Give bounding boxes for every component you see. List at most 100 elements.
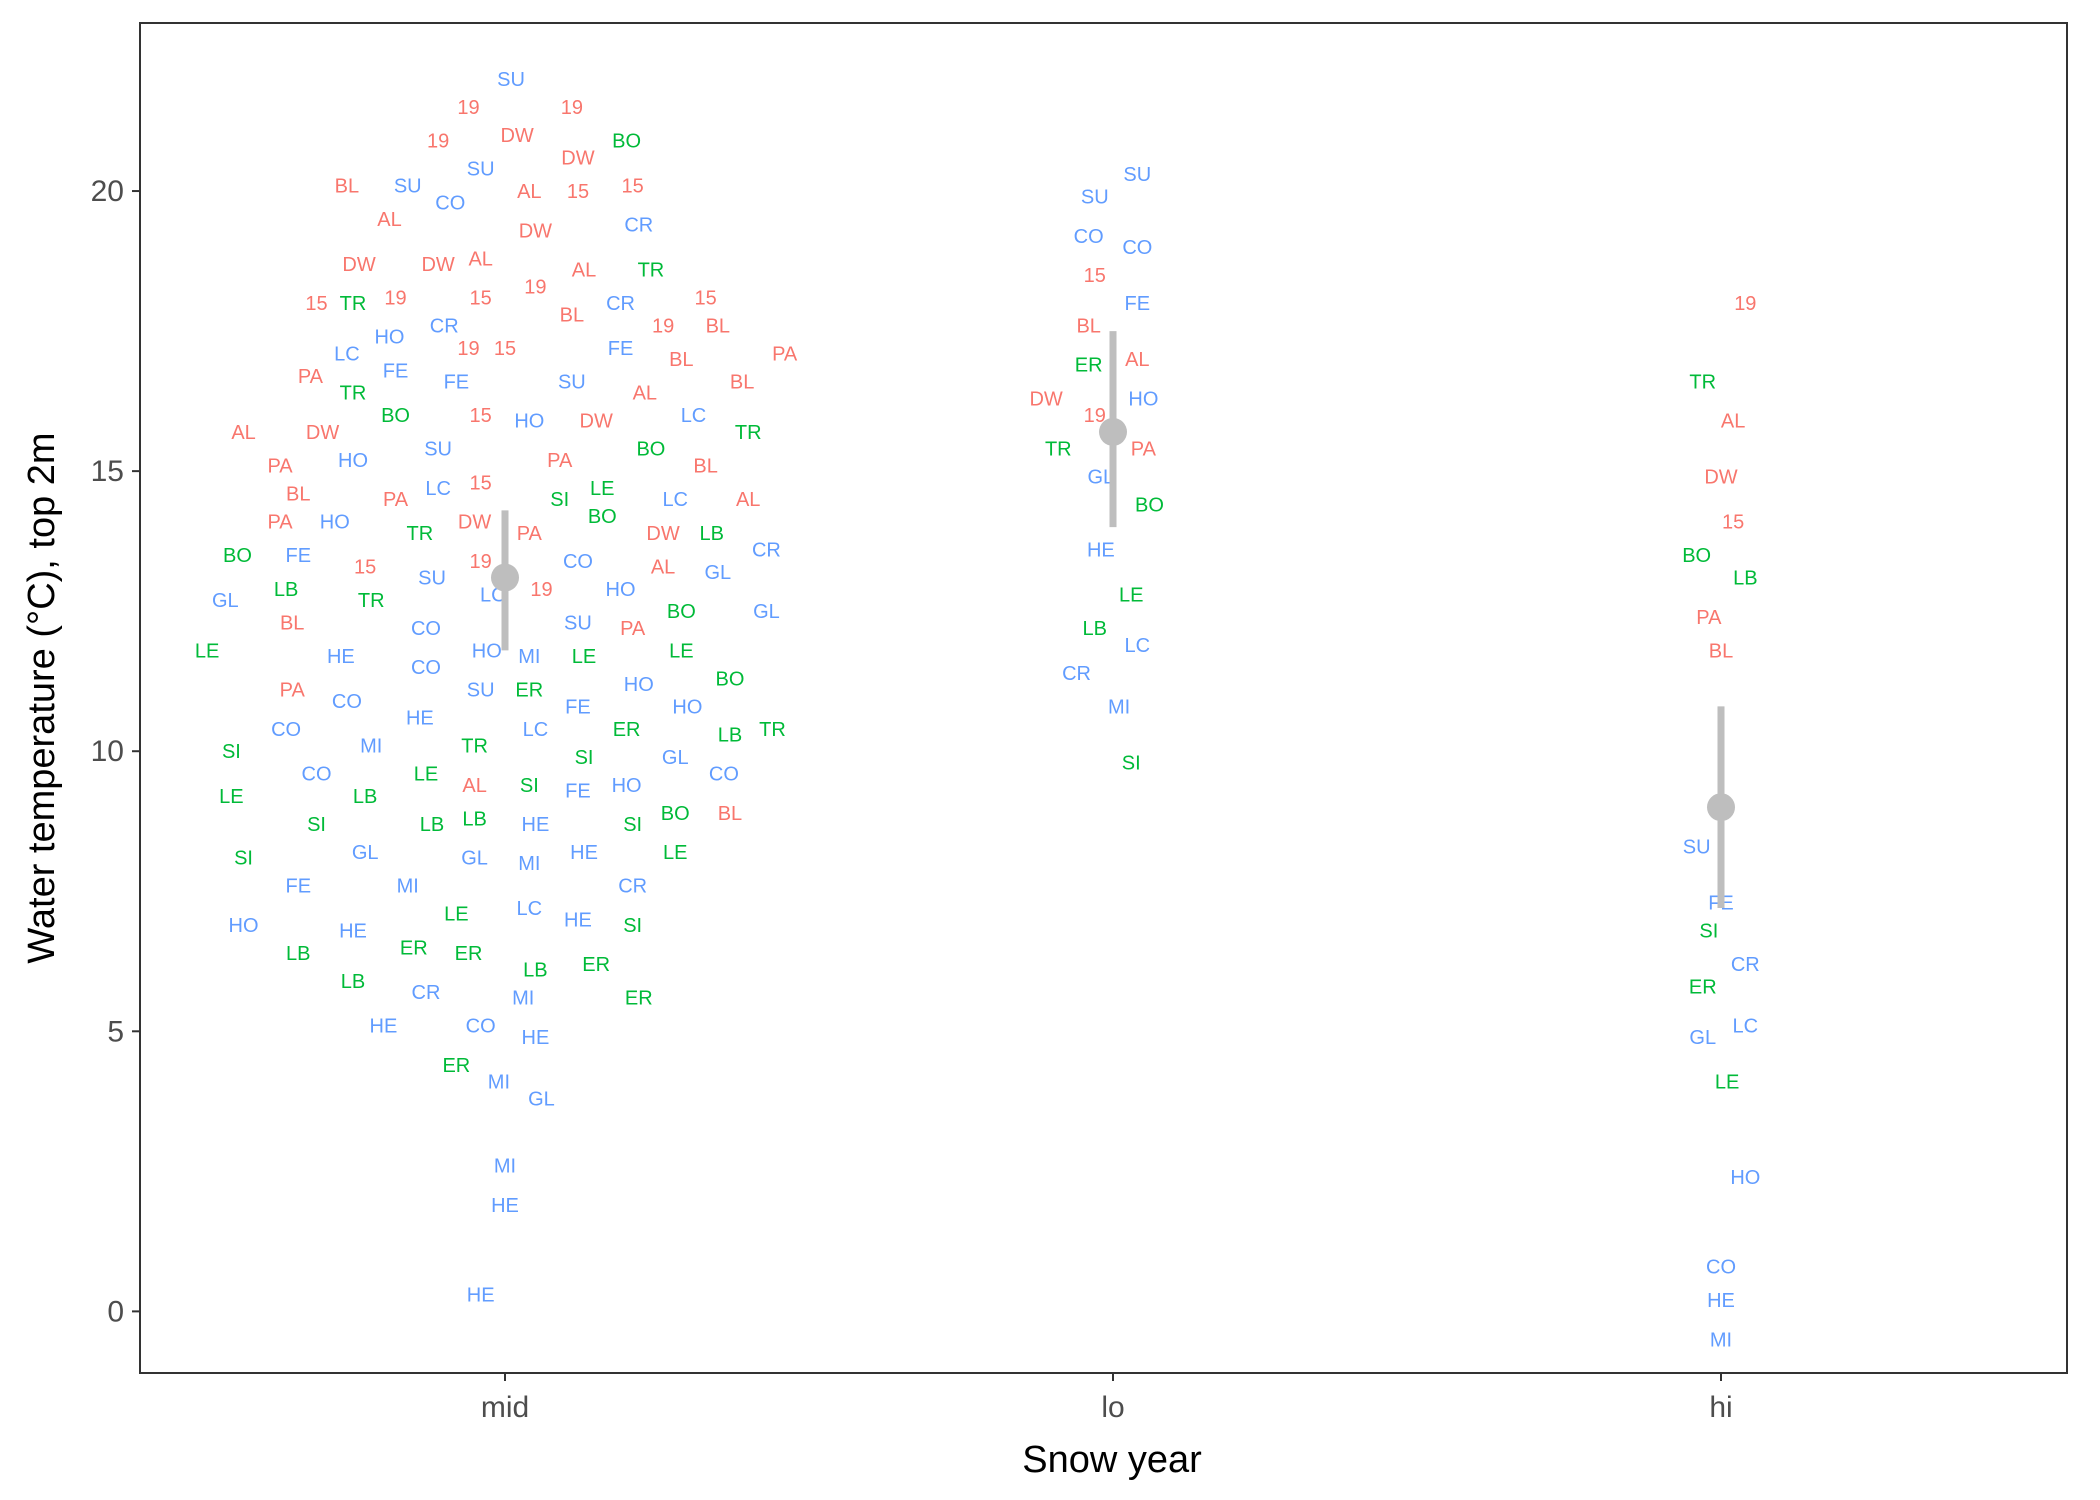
point-label-gl: GL	[704, 562, 731, 584]
point-label-mi: MI	[360, 736, 382, 758]
point-label-bo: BO	[667, 601, 696, 623]
point-label-pa: PA	[267, 512, 293, 534]
point-label-fe: FE	[444, 372, 470, 394]
point-label-co: CO	[1122, 237, 1152, 259]
point-label-lb: LB	[420, 814, 444, 836]
point-label-tr: TR	[735, 422, 762, 444]
point-label-ho: HO	[374, 327, 404, 349]
point-label-er: ER	[400, 937, 428, 959]
point-label-tr: TR	[759, 719, 786, 741]
point-label-fe: FE	[565, 780, 591, 802]
point-label-su: SU	[467, 159, 495, 181]
point-label-ho: HO	[672, 696, 702, 718]
point-label-tr: TR	[638, 259, 665, 281]
point-label-bl: BL	[286, 484, 310, 506]
point-label-he: HE	[522, 814, 550, 836]
point-label-lc: LC	[662, 489, 688, 511]
x-tick-label-hi: hi	[1709, 1391, 1732, 1424]
point-label-cr: CR	[752, 540, 781, 562]
point-label-mi: MI	[494, 1156, 516, 1178]
point-label-19: 19	[470, 551, 492, 573]
point-label-fe: FE	[383, 360, 409, 382]
point-label-tr: TR	[1689, 372, 1716, 394]
point-label-dw: DW	[1704, 467, 1737, 489]
point-label-co: CO	[435, 192, 465, 214]
point-label-he: HE	[1087, 540, 1115, 562]
point-label-he: HE	[522, 1027, 550, 1049]
point-label-mi: MI	[518, 853, 540, 875]
point-label-ho: HO	[612, 775, 642, 797]
point-label-co: CO	[332, 691, 362, 713]
point-label-ho: HO	[1128, 388, 1158, 410]
point-label-bl: BL	[693, 456, 717, 478]
point-label-lb: LB	[1733, 568, 1757, 590]
point-label-fe: FE	[285, 876, 311, 898]
point-label-dw: DW	[1029, 388, 1062, 410]
point-label-al: AL	[633, 383, 657, 405]
point-label-al: AL	[517, 181, 541, 203]
point-label-si: SI	[623, 915, 642, 937]
point-label-lb: LB	[523, 960, 547, 982]
point-label-co: CO	[563, 551, 593, 573]
point-label-he: HE	[1707, 1290, 1735, 1312]
point-label-lc: LC	[1125, 635, 1151, 657]
point-label-he: HE	[564, 909, 592, 931]
point-label-dw: DW	[342, 254, 375, 276]
point-label-lb: LB	[699, 523, 723, 545]
point-label-bl: BL	[730, 372, 754, 394]
point-label-lb: LB	[1083, 618, 1107, 640]
point-label-15: 15	[1084, 265, 1106, 287]
point-label-bl: BL	[280, 612, 304, 634]
point-label-lb: LB	[718, 724, 742, 746]
mean-point-lo	[1099, 417, 1127, 446]
point-label-pa: PA	[298, 366, 324, 388]
mean-point-mid	[491, 563, 519, 592]
point-label-19: 19	[384, 287, 406, 309]
point-label-bo: BO	[636, 439, 665, 461]
plot-panel-border	[139, 22, 2068, 1374]
point-label-lc: LC	[334, 343, 360, 365]
point-label-mi: MI	[1710, 1329, 1732, 1351]
point-label-fe: FE	[1125, 293, 1151, 315]
point-label-he: HE	[406, 708, 434, 730]
point-label-19: 19	[1084, 405, 1106, 427]
point-label-mi: MI	[397, 876, 419, 898]
point-label-pa: PA	[1131, 439, 1157, 461]
point-label-bo: BO	[612, 131, 641, 153]
point-label-ho: HO	[606, 579, 636, 601]
point-label-er: ER	[613, 719, 641, 741]
point-label-lb: LB	[462, 808, 486, 830]
point-label-cr: CR	[412, 982, 441, 1004]
point-label-dw: DW	[500, 125, 533, 147]
point-label-bl: BL	[560, 304, 584, 326]
y-tick-label: 10	[91, 735, 124, 768]
point-label-15: 15	[695, 287, 717, 309]
point-label-le: LE	[663, 842, 687, 864]
point-label-dw: DW	[421, 254, 454, 276]
point-label-su: SU	[1683, 836, 1711, 858]
point-label-al: AL	[1125, 349, 1149, 371]
point-label-19: 19	[457, 338, 479, 360]
x-axis-title: Snow year	[1022, 1439, 1202, 1481]
point-label-su: SU	[1081, 187, 1109, 209]
point-label-15: 15	[354, 556, 376, 578]
point-label-dw: DW	[561, 147, 594, 169]
point-label-er: ER	[1689, 976, 1717, 998]
point-label-he: HE	[327, 646, 355, 668]
point-label-ho: HO	[1730, 1167, 1760, 1189]
point-label-gl: GL	[212, 590, 239, 612]
point-label-lc: LC	[425, 478, 451, 500]
point-label-dw: DW	[458, 512, 491, 534]
point-label-tr: TR	[358, 590, 385, 612]
point-label-ho: HO	[320, 512, 350, 534]
point-label-he: HE	[491, 1195, 519, 1217]
point-label-cr: CR	[624, 215, 653, 237]
point-label-er: ER	[442, 1055, 470, 1077]
point-label-dw: DW	[646, 523, 679, 545]
point-label-su: SU	[394, 175, 422, 197]
point-label-pa: PA	[1696, 607, 1722, 629]
point-label-gl: GL	[753, 601, 780, 623]
point-label-cr: CR	[606, 293, 635, 315]
point-label-19: 19	[561, 97, 583, 119]
